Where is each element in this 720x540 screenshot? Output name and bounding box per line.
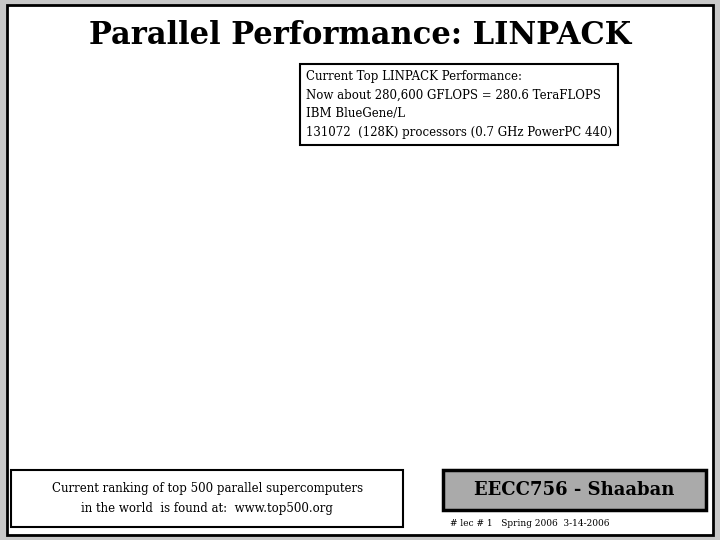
Text: (10¹² FLOPS = 1000 GFLOPS): (10¹² FLOPS = 1000 GFLOPS) — [92, 231, 300, 244]
Text: Xmp/416(4): Xmp/416(4) — [92, 402, 150, 411]
Text: MPP peak: MPP peak — [107, 132, 153, 141]
Text: nCUBE/2(1024): nCUBE/2(1024) — [266, 355, 345, 364]
Text: Current ranking of top 500 parallel supercomputers
in the world  is found at:  w: Current ranking of top 500 parallel supe… — [52, 482, 363, 515]
Text: ASCI Red*: ASCI Red* — [430, 185, 482, 193]
Text: C90(16): C90(16) — [387, 305, 427, 314]
Text: T3D: T3D — [389, 242, 410, 252]
Text: Parallel Performance: LINPACK: Parallel Performance: LINPACK — [89, 19, 631, 51]
Text: Paragon XP/S MP
(6768): Paragon XP/S MP (6768) — [361, 199, 448, 219]
Text: EECC756 - Shaaban: EECC756 - Shaaban — [474, 481, 674, 499]
Text: CRAY peak: CRAY peak — [107, 153, 157, 161]
Text: Current Top LINPACK Performance:
Now about 280,600 GFLOPS = 280.6 TeraFLOPS
IBM : Current Top LINPACK Performance: Now abo… — [306, 70, 612, 139]
Text: CM-2: CM-2 — [217, 335, 245, 344]
Text: # lec # 1   Spring 2006  3-14-2006: # lec # 1 Spring 2006 3-14-2006 — [450, 519, 610, 528]
Text: Delta: Delta — [307, 313, 333, 322]
Text: T932(32): T932(32) — [400, 266, 446, 275]
Bar — [443, 470, 706, 510]
Text: 1 TeraFLOP: 1 TeraFLOP — [92, 205, 183, 219]
Text: CM-5: CM-5 — [329, 242, 356, 252]
Y-axis label: LINPACK (GFLOPS): LINPACK (GFLOPS) — [24, 227, 33, 332]
Bar — [89, 127, 161, 173]
Text: Ymp/832(8): Ymp/832(8) — [176, 360, 233, 369]
Bar — [443, 470, 706, 510]
Text: Paragon XP/S: Paragon XP/S — [384, 285, 451, 294]
Text: iPSC/860: iPSC/860 — [266, 343, 312, 352]
Text: CM-200: CM-200 — [248, 299, 287, 307]
Text: Paragon XP/S MP
(1024): Paragon XP/S MP (1024) — [359, 219, 446, 239]
Bar — [11, 470, 403, 526]
